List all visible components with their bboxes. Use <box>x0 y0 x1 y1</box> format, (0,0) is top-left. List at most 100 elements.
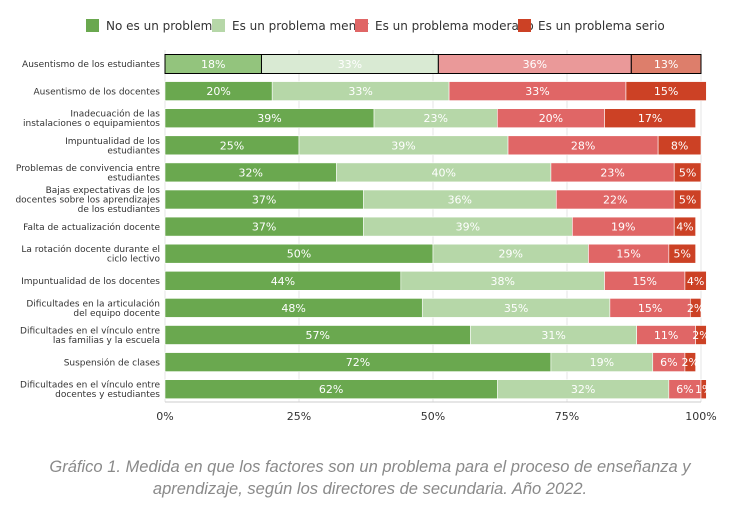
data-label: 5% <box>674 248 691 261</box>
data-label: 36% <box>448 194 472 207</box>
data-label: 4% <box>676 221 693 234</box>
category-label: Bajas expectativas de los docentes sobre … <box>15 186 160 215</box>
data-label: 37% <box>252 221 276 234</box>
legend-swatch <box>518 19 531 32</box>
category-label: Falta de actualización docente <box>23 222 160 233</box>
data-label: 39% <box>391 139 415 152</box>
data-label: 35% <box>504 302 528 315</box>
data-label: 5% <box>679 194 696 207</box>
data-label: 33% <box>338 58 362 71</box>
category-label: Dificultades en el vínculo entre las fami… <box>20 326 160 346</box>
data-label: 22% <box>603 194 627 207</box>
bar-es-un-problema-serio <box>604 108 696 128</box>
bar-es-un-problema-serio <box>684 270 707 291</box>
bar-es-un-problema-serio <box>673 216 696 237</box>
data-label: 20% <box>206 85 230 98</box>
category-label: Impuntualidad de los estudiantes <box>65 137 160 157</box>
legend-item-es-un-problema-menor: Es un problema menor <box>212 19 369 33</box>
category-label: La rotación docente durante el ciclo lect… <box>21 244 160 265</box>
data-label: 57% <box>306 329 330 342</box>
legend-label: Es un problema serio <box>538 19 665 33</box>
bar-es-un-problema-serio <box>684 352 696 372</box>
y-axis-labels: Ausentismo de los estudiantes Ausentismo … <box>15 60 160 400</box>
data-label: 39% <box>257 112 281 125</box>
legend-label: No es un problema <box>106 19 220 33</box>
caption-line-1: Gráfico 1. Medida en que los factores so… <box>49 458 691 476</box>
data-label: 32% <box>571 383 595 396</box>
data-label: 1% <box>695 383 712 396</box>
bar-es-un-problema-serio <box>668 243 696 264</box>
data-label: 23% <box>423 112 447 125</box>
data-label: 15% <box>654 85 678 98</box>
data-label: 50% <box>287 248 311 261</box>
x-tick-label: 75% <box>555 410 579 423</box>
caption-line-2: aprendizaje, según los directores de sec… <box>152 480 588 498</box>
category-label: Suspensión de clases <box>64 357 161 368</box>
legend-label: Es un problema moderado <box>375 19 534 33</box>
chart-caption: Gráfico 1. Medida en que los factores so… <box>0 456 740 500</box>
bar-es-un-problema-serio <box>700 379 707 400</box>
data-label: 6% <box>676 383 693 396</box>
data-label: 6% <box>660 356 677 369</box>
data-label: 38% <box>490 275 514 288</box>
data-label: 39% <box>456 221 480 234</box>
data-label: 17% <box>638 112 662 125</box>
category-label: Ausentismo de los docentes <box>34 87 161 97</box>
bar-es-un-problema-serio <box>657 135 702 156</box>
data-label: 31% <box>541 329 565 342</box>
x-tick-label: 25% <box>287 410 311 423</box>
legend-item-no-es-un-problema: No es un problema <box>86 19 220 33</box>
data-label: 33% <box>525 85 549 98</box>
category-label: Inadecuación de las instalaciones o equip… <box>23 109 160 130</box>
x-axis-ticks: 0% 25% 50% 75% 100% <box>156 410 716 423</box>
data-label: 20% <box>539 112 563 125</box>
data-label: 18% <box>201 58 225 71</box>
legend-item-es-un-problema-moderado: Es un problema moderado <box>355 19 534 33</box>
legend-swatch <box>212 19 225 32</box>
category-label: Dificultades en el vínculo entre docentes… <box>20 381 160 401</box>
bar-es-un-problema-serio <box>673 189 702 210</box>
data-label: 11% <box>654 329 678 342</box>
bar-es-un-problema-serio <box>630 54 702 74</box>
data-label: 2% <box>687 302 704 315</box>
legend-swatch <box>355 19 368 32</box>
data-label: 33% <box>348 85 372 98</box>
legend-label: Es un problema menor <box>232 19 369 33</box>
data-label: 13% <box>654 58 678 71</box>
data-label: 37% <box>252 194 276 207</box>
data-label: 2% <box>682 356 699 369</box>
x-tick-label: 50% <box>421 410 445 423</box>
data-label: 32% <box>239 166 263 179</box>
data-label: 15% <box>638 302 662 315</box>
data-label: 29% <box>498 248 522 261</box>
data-label: 15% <box>632 275 656 288</box>
category-label: Impuntualidad de los docentes <box>21 277 160 287</box>
chart-legend: No es un problema Es un problema menor Es … <box>86 19 665 33</box>
data-label: 48% <box>281 302 305 315</box>
bars <box>164 54 707 400</box>
data-label: 5% <box>679 166 696 179</box>
x-tick-label: 100% <box>685 410 716 423</box>
stacked-bar-chart: No es un problema Es un problema menor Es … <box>15 19 717 423</box>
data-label: 25% <box>220 139 244 152</box>
data-labels: 18% 33% 36% 13% 20% 33% 33% 15% 39% 23% 20% 17% 25% 3… <box>201 58 712 396</box>
legend-swatch <box>86 19 99 32</box>
category-label: Dificultades en la articulación del equip… <box>26 298 160 319</box>
data-label: 62% <box>319 383 343 396</box>
data-label: 2% <box>692 329 709 342</box>
category-label: Problemas de convivencia entre estudiante… <box>16 164 161 184</box>
bar-es-un-problema-serio <box>673 162 702 183</box>
data-label: 15% <box>616 248 640 261</box>
data-label: 28% <box>571 139 595 152</box>
data-label: 40% <box>431 166 455 179</box>
data-label: 19% <box>611 221 635 234</box>
x-tick-label: 0% <box>156 410 173 423</box>
data-label: 36% <box>523 58 547 71</box>
data-label: 23% <box>600 166 624 179</box>
data-label: 8% <box>671 139 688 152</box>
data-label: 19% <box>590 356 614 369</box>
category-label: Ausentismo de los estudiantes <box>22 60 160 70</box>
bar-es-un-problema-serio <box>695 325 707 345</box>
data-label: 4% <box>687 275 704 288</box>
bar-es-un-problema-serio <box>689 298 702 318</box>
